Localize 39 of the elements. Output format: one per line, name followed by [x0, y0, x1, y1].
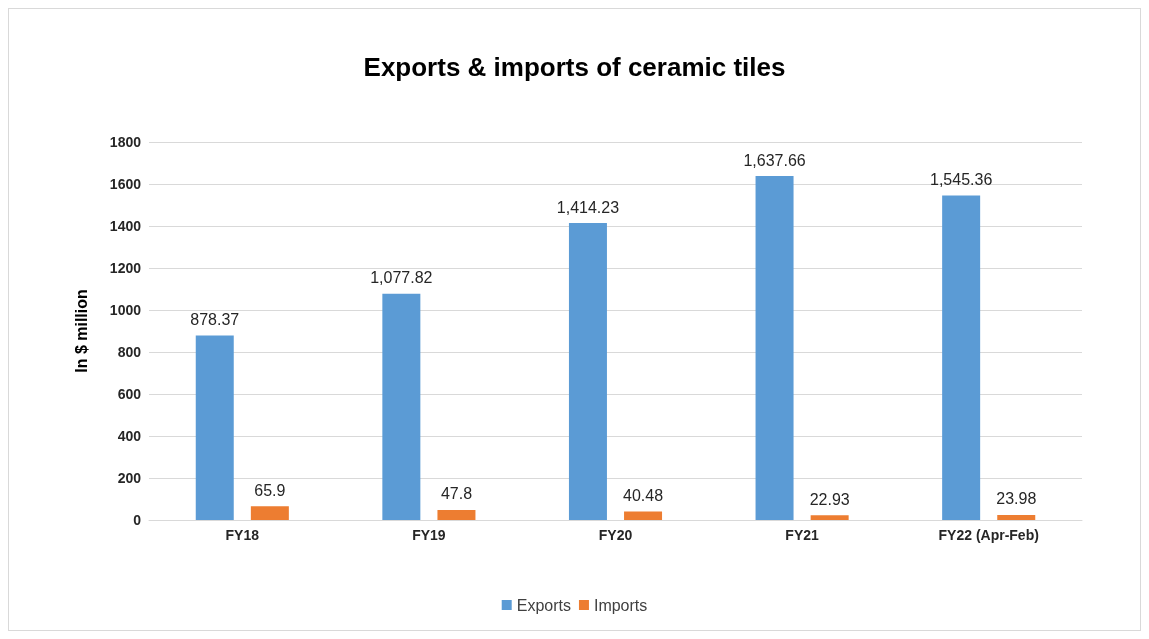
x-tick-label: FY22 (Apr-Feb) [938, 527, 1039, 543]
bar [568, 223, 607, 520]
y-tick-label: 1000 [109, 302, 142, 318]
bar [997, 514, 1036, 520]
data-label: 1,637.66 [743, 151, 806, 169]
y-tick-label: 200 [117, 470, 142, 486]
bar [195, 335, 234, 520]
bar [755, 176, 794, 520]
data-label: 47.8 [440, 485, 473, 503]
data-label: 23.98 [996, 490, 1037, 508]
data-label: 1,414.23 [556, 198, 620, 216]
bar [624, 511, 663, 520]
data-label: 40.48 [623, 487, 664, 504]
y-tick-label: 0 [133, 512, 142, 528]
data-label: 878.37 [190, 311, 240, 329]
x-tick-label: FY18 [225, 527, 260, 543]
chart-title: Exports & imports of ceramic tiles [363, 52, 786, 82]
y-tick-label: 1400 [109, 218, 142, 234]
legend-label: Imports [593, 596, 648, 614]
y-tick-label: 800 [117, 344, 142, 360]
y-tick-label: 1800 [109, 134, 142, 150]
data-label: 1,545.36 [930, 170, 993, 188]
bar [382, 293, 421, 520]
x-tick-label: FY20 [598, 527, 633, 543]
bar [942, 195, 981, 520]
y-tick-label: 1600 [109, 176, 142, 192]
y-axis-title: In $ million [72, 289, 90, 373]
bar [810, 515, 849, 520]
y-tick-label: 400 [117, 428, 142, 444]
data-label: 65.9 [254, 481, 286, 499]
bar [250, 506, 289, 520]
y-tick-label: 600 [117, 386, 142, 402]
data-label: 22.93 [809, 490, 850, 508]
x-tick-label: FY19 [412, 527, 446, 543]
legend-label: Exports [516, 596, 571, 614]
bar [437, 509, 476, 520]
y-tick-label: 1200 [109, 260, 142, 276]
x-tick-label: FY21 [785, 527, 820, 543]
data-label: 1,077.82 [370, 269, 433, 287]
